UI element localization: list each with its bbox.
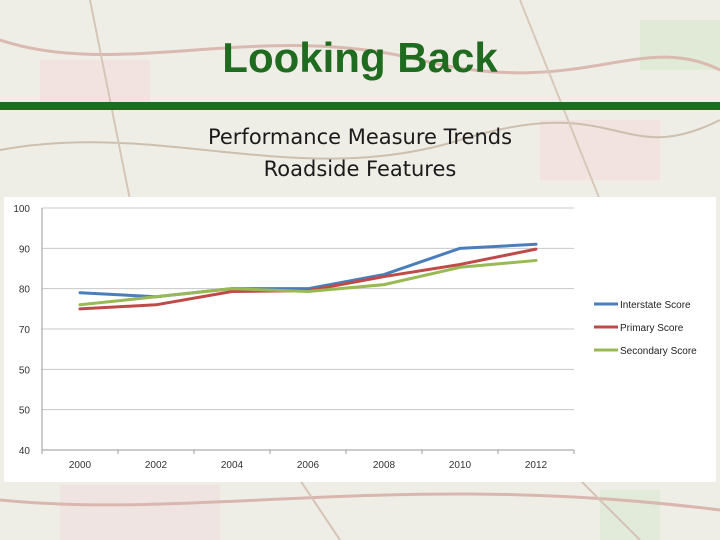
- slide-title: Looking Back: [222, 34, 498, 81]
- y-tick-label: 70: [19, 325, 31, 336]
- y-tick-label: 80: [19, 285, 31, 296]
- y-tick-label: 100: [13, 204, 30, 215]
- y-tick-label: 90: [19, 244, 31, 255]
- x-tick-label: 2002: [145, 460, 168, 471]
- line-chart: 100 90 80 70 50 50 40 2000 2002 2004 2006 2008 2010 2…: [13, 204, 697, 471]
- y-tick-label: 50: [19, 406, 31, 417]
- y-tick-label: 40: [19, 446, 31, 457]
- legend-label: Primary Score: [620, 323, 684, 334]
- x-tick-label: 2008: [373, 460, 396, 471]
- legend-label: Interstate Score: [620, 300, 691, 311]
- series-line: [78, 258, 538, 307]
- slide-subtitle-line-1: Performance Measure Trends: [207, 125, 513, 149]
- chart-panel: 100 90 80 70 50 50 40 2000 2002 2004 2006 2008 2010 2…: [4, 197, 716, 482]
- x-tick-label: 2010: [449, 460, 472, 471]
- y-tick-label: 50: [19, 365, 31, 376]
- x-tick-label: 2004: [221, 460, 244, 471]
- x-tick-label: 2000: [69, 460, 92, 471]
- legend-label: Secondary Score: [620, 346, 697, 357]
- x-tick-label: 2012: [525, 460, 548, 471]
- series-line: [78, 247, 538, 311]
- x-tick-label: 2006: [297, 460, 320, 471]
- slide-subtitle-line-2: Roadside Features: [263, 157, 457, 181]
- title-underline-bar: [0, 102, 720, 110]
